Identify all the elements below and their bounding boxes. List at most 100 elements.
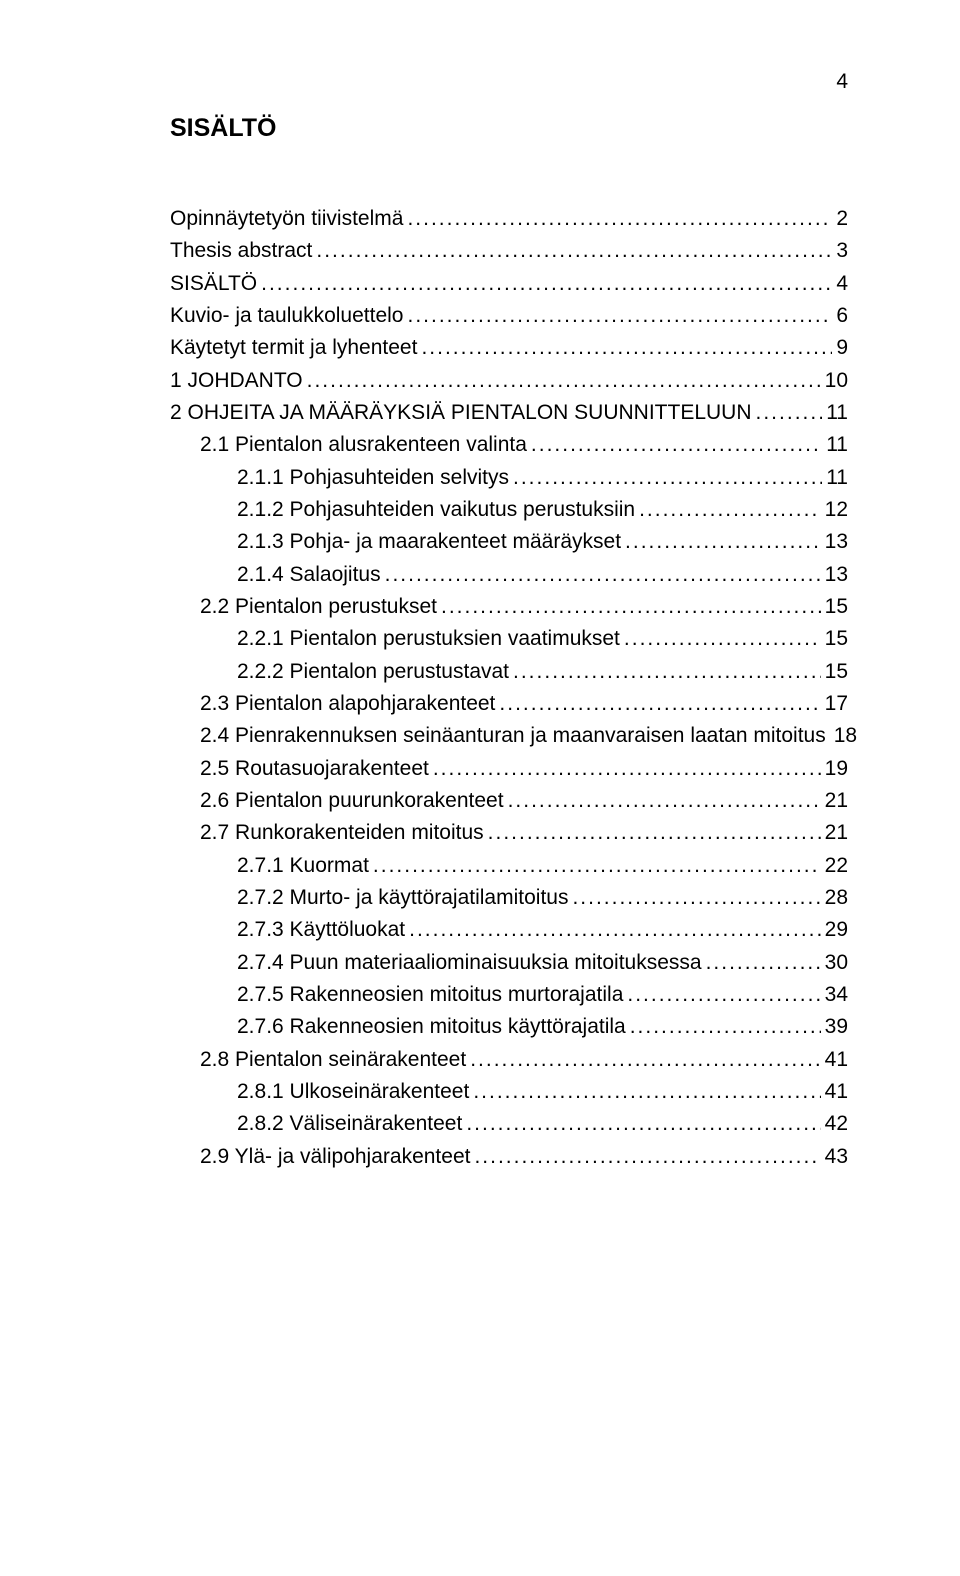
toc-entry: 2.1.3 Pohja- ja maarakenteet määräykset.… — [170, 526, 848, 558]
toc-entry-label: Käytetyt termit ja lyhenteet — [170, 332, 417, 364]
toc-entry-page: 28 — [825, 882, 848, 914]
toc-entry: 2.8.1 Ulkoseinärakenteet................… — [170, 1076, 848, 1108]
toc-entry: 2.8.2 Väliseinärakenteet................… — [170, 1108, 848, 1140]
document-page: 4 SISÄLTÖ Opinnäytetyön tiivistelmä.....… — [0, 0, 960, 1576]
toc-entry-page: 41 — [825, 1044, 848, 1076]
toc-entry: Thesis abstract.........................… — [170, 235, 848, 267]
toc-entry: 2.8 Pientalon seinärakenteet............… — [170, 1044, 848, 1076]
toc-entry: 2.7.5 Rakenneosien mitoitus murtorajatil… — [170, 979, 848, 1011]
toc-entry-page: 41 — [825, 1076, 848, 1108]
toc-entry: 2.3 Pientalon alapohjarakenteet.........… — [170, 688, 848, 720]
toc-leader: ........................................… — [706, 947, 821, 979]
toc-entry-label: 1 JOHDANTO — [170, 365, 303, 397]
toc-entry-page: 18 — [834, 720, 857, 752]
toc-entry-label: 2.7.6 Rakenneosien mitoitus käyttörajati… — [237, 1011, 626, 1043]
toc-entry: 2.2.2 Pientalon perustustavat...........… — [170, 656, 848, 688]
toc-entry: 2.2.1 Pientalon perustuksien vaatimukset… — [170, 623, 848, 655]
toc-leader: ........................................… — [513, 656, 821, 688]
toc-entry-page: 15 — [825, 656, 848, 688]
toc-leader: ........................................… — [307, 365, 821, 397]
toc-leader: ........................................… — [466, 1108, 820, 1140]
toc-leader: ........................................… — [473, 1076, 820, 1108]
toc-entry-label: 2.1.2 Pohjasuhteiden vaikutus perustuksi… — [237, 494, 635, 526]
toc-entry-page: 30 — [825, 947, 848, 979]
toc-entry: 2 OHJEITA JA MÄÄRÄYKSIÄ PIENTALON SUUNNI… — [170, 397, 848, 429]
toc-entry-label: 2.8.1 Ulkoseinärakenteet — [237, 1076, 469, 1108]
toc-entry-label: 2.3 Pientalon alapohjarakenteet — [200, 688, 495, 720]
toc-entry-page: 15 — [825, 591, 848, 623]
toc-entry-label: 2.2.1 Pientalon perustuksien vaatimukset — [237, 623, 620, 655]
toc-leader: ........................................… — [499, 688, 820, 720]
toc-leader: ........................................… — [488, 817, 821, 849]
toc-leader: ........................................… — [630, 1011, 821, 1043]
toc-entry-page: 42 — [825, 1108, 848, 1140]
toc-entry-page: 10 — [825, 365, 848, 397]
toc-entry-label: 2.1.1 Pohjasuhteiden selvitys — [237, 462, 509, 494]
toc-entry-label: 2.2 Pientalon perustukset — [200, 591, 437, 623]
toc-entry-page: 2 — [836, 203, 848, 235]
toc-entry: 2.1.1 Pohjasuhteiden selvitys...........… — [170, 462, 848, 494]
toc-entry-page: 6 — [836, 300, 848, 332]
toc-entry-page: 13 — [825, 526, 848, 558]
toc-entry: Kuvio- ja taulukkoluettelo..............… — [170, 300, 848, 332]
toc-leader: ........................................… — [407, 203, 832, 235]
toc-entry-label: 2.1.4 Salaojitus — [237, 559, 381, 591]
toc-entry-page: 39 — [825, 1011, 848, 1043]
toc-entry-page: 11 — [826, 397, 848, 429]
toc-leader: ........................................… — [513, 462, 822, 494]
toc-entry-page: 21 — [825, 785, 848, 817]
toc-leader: ........................................… — [474, 1141, 820, 1173]
toc-entry-page: 4 — [836, 268, 848, 300]
toc-leader: ........................................… — [627, 979, 820, 1011]
toc-leader: ........................................… — [385, 559, 821, 591]
toc-entry-label: 2.9 Ylä- ja välipohjarakenteet — [200, 1141, 470, 1173]
toc-entry: 2.7.1 Kuormat...........................… — [170, 850, 848, 882]
toc-entry-page: 11 — [826, 462, 848, 494]
toc-entry: 2.4 Pienrakennuksen seinäanturan ja maan… — [170, 720, 848, 752]
toc-leader: ........................................… — [421, 332, 832, 364]
toc-entry: 2.2 Pientalon perustukset...............… — [170, 591, 848, 623]
toc-entry-page: 12 — [825, 494, 848, 526]
toc-entry-page: 19 — [825, 753, 848, 785]
toc-entry: Käytetyt termit ja lyhenteet............… — [170, 332, 848, 364]
toc-entry-label: 2.7.2 Murto- ja käyttörajatilamitoitus — [237, 882, 568, 914]
toc-leader: ........................................… — [572, 882, 820, 914]
toc-entry-page: 21 — [825, 817, 848, 849]
toc-entry-page: 29 — [825, 914, 848, 946]
toc-entry: 2.9 Ylä- ja välipohjarakenteet..........… — [170, 1141, 848, 1173]
toc-heading: SISÄLTÖ — [170, 114, 848, 143]
toc-entry-label: 2 OHJEITA JA MÄÄRÄYKSIÄ PIENTALON SUUNNI… — [170, 397, 752, 429]
toc-entry-page: 13 — [825, 559, 848, 591]
toc-leader: ........................................… — [625, 526, 821, 558]
toc-entry: 2.6 Pientalon puurunkorakenteet.........… — [170, 785, 848, 817]
toc-entry-label: SISÄLTÖ — [170, 268, 257, 300]
toc-entry: SISÄLTÖ.................................… — [170, 268, 848, 300]
toc-entry-label: 2.8 Pientalon seinärakenteet — [200, 1044, 466, 1076]
toc-entry-label: Kuvio- ja taulukkoluettelo — [170, 300, 403, 332]
toc-leader: ........................................… — [470, 1044, 820, 1076]
toc-entry: 2.7.3 Käyttöluokat......................… — [170, 914, 848, 946]
toc-entry-page: 9 — [836, 332, 848, 364]
toc-leader: ........................................… — [261, 268, 832, 300]
toc-entry-page: 22 — [825, 850, 848, 882]
toc-entry: 2.1.4 Salaojitus........................… — [170, 559, 848, 591]
toc-leader: ........................................… — [407, 300, 832, 332]
toc-entry-page: 43 — [825, 1141, 848, 1173]
toc-entry-page: 34 — [825, 979, 848, 1011]
toc-leader: ........................................… — [508, 785, 821, 817]
toc-entry-label: 2.7.4 Puun materiaaliominaisuuksia mitoi… — [237, 947, 702, 979]
toc-leader: ........................................… — [433, 753, 821, 785]
toc-leader: ........................................… — [624, 623, 821, 655]
toc-entry-label: 2.6 Pientalon puurunkorakenteet — [200, 785, 504, 817]
toc-leader: ........................................… — [441, 591, 821, 623]
toc-entry: 2.7.4 Puun materiaaliominaisuuksia mitoi… — [170, 947, 848, 979]
toc-entry-label: Opinnäytetyön tiivistelmä — [170, 203, 403, 235]
toc-entry-label: 2.1 Pientalon alusrakenteen valinta — [200, 429, 527, 461]
toc-entry: 2.7.2 Murto- ja käyttörajatilamitoitus..… — [170, 882, 848, 914]
toc-entry: 2.1 Pientalon alusrakenteen valinta.....… — [170, 429, 848, 461]
toc-leader: ........................................… — [639, 494, 821, 526]
toc-entry-page: 15 — [825, 623, 848, 655]
toc-entry-label: 2.7.1 Kuormat — [237, 850, 369, 882]
toc-leader: ........................................… — [373, 850, 821, 882]
toc-entry-label: Thesis abstract — [170, 235, 312, 267]
